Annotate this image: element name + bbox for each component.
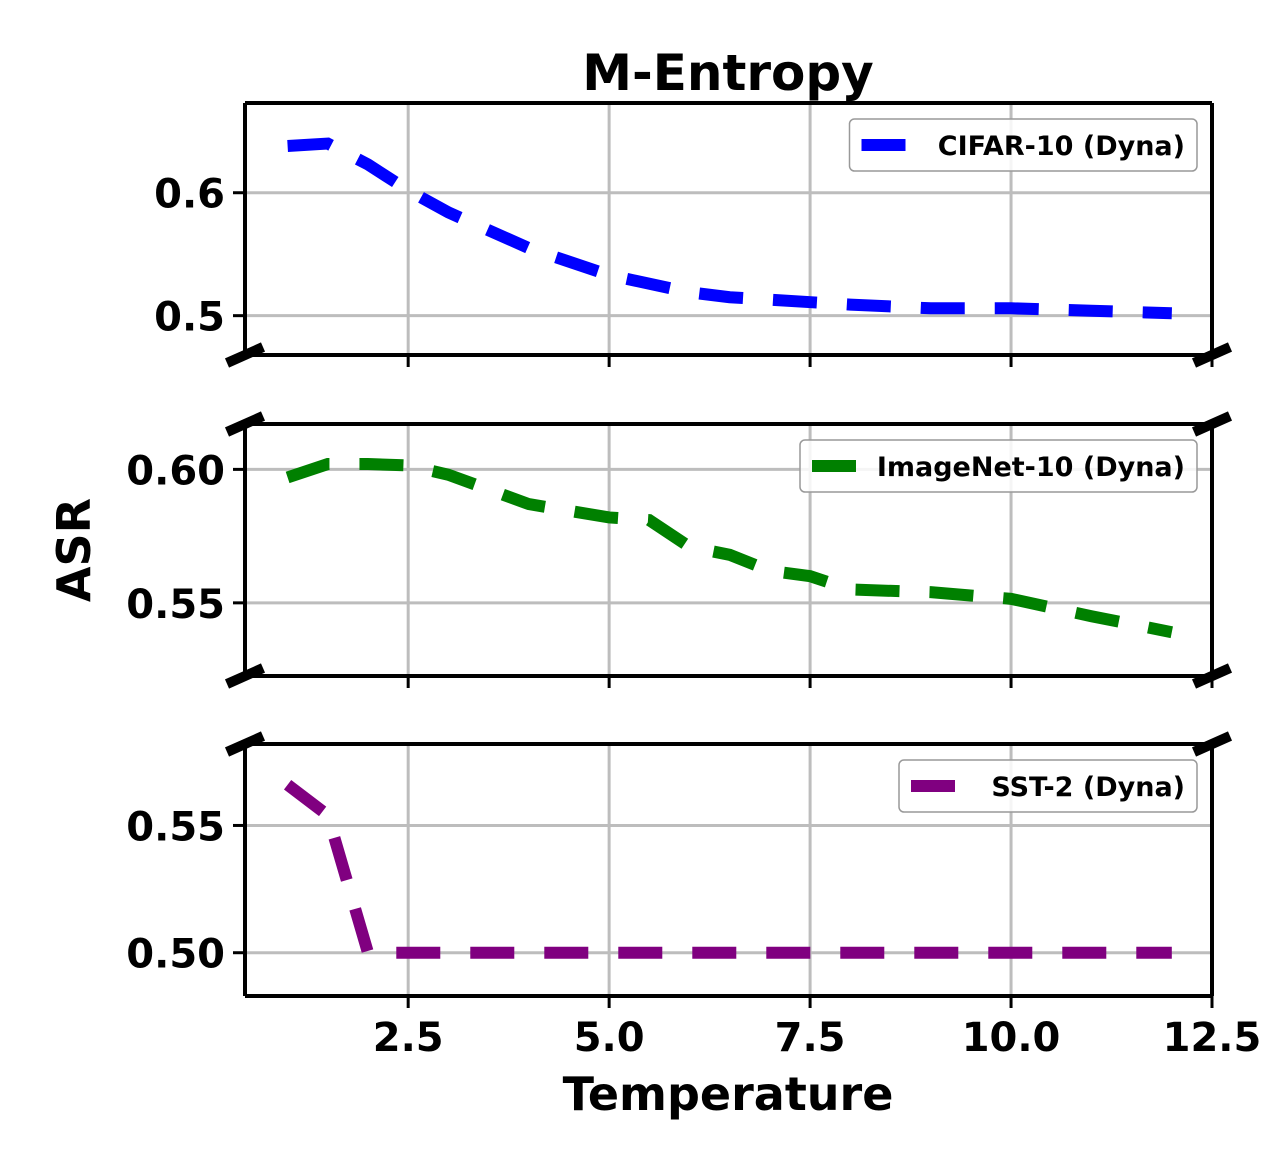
axis-break-mark	[224, 342, 266, 368]
axis-break-mark	[1191, 411, 1233, 437]
legend-box	[799, 439, 1198, 493]
x-tick-label: 12.5	[1163, 1015, 1262, 1061]
legend-label: CIFAR-10 (Dyna)	[938, 131, 1185, 162]
legend-box	[848, 118, 1198, 172]
y-tick-label: 0.5	[154, 295, 225, 341]
series-line	[283, 779, 1172, 959]
x-tick-label: 2.5	[373, 1015, 444, 1061]
x-axis-label: Temperature	[563, 1067, 894, 1121]
x-tick-label: 5.0	[574, 1015, 645, 1061]
axis-break-mark	[224, 663, 266, 689]
y-tick-label: 0.50	[126, 932, 225, 978]
legend-box	[898, 759, 1198, 813]
y-tick-label: 0.55	[126, 804, 225, 850]
y-axis-label: ASR	[47, 498, 101, 602]
series-line	[285, 458, 1173, 639]
y-tick-label: 0.60	[126, 448, 225, 494]
axis-break-mark	[224, 411, 266, 437]
panel-2: 0.55 0.60 ImageNet-10 (Dyna)	[126, 411, 1233, 689]
axis-break-mark	[224, 731, 266, 757]
y-tick-label: 0.55	[126, 582, 225, 628]
panel-1: 0.5 0.6 CIFAR-10 (Dyna)	[154, 101, 1233, 368]
x-tick-label: 10.0	[962, 1015, 1061, 1061]
axis-break-mark	[1191, 731, 1233, 757]
legend-label: ImageNet-10 (Dyna)	[877, 452, 1185, 483]
chart-title: M-Entropy	[582, 44, 874, 102]
y-tick-label: 0.6	[154, 172, 225, 218]
panel-3: 0.50 0.55 SST-2 (Dyna) 2.5 5.0 7.5 10.0 12.5	[126, 731, 1262, 1061]
legend-label: SST-2 (Dyna)	[991, 772, 1185, 803]
series-line	[287, 137, 1172, 320]
x-tick-label: 7.5	[775, 1015, 846, 1061]
